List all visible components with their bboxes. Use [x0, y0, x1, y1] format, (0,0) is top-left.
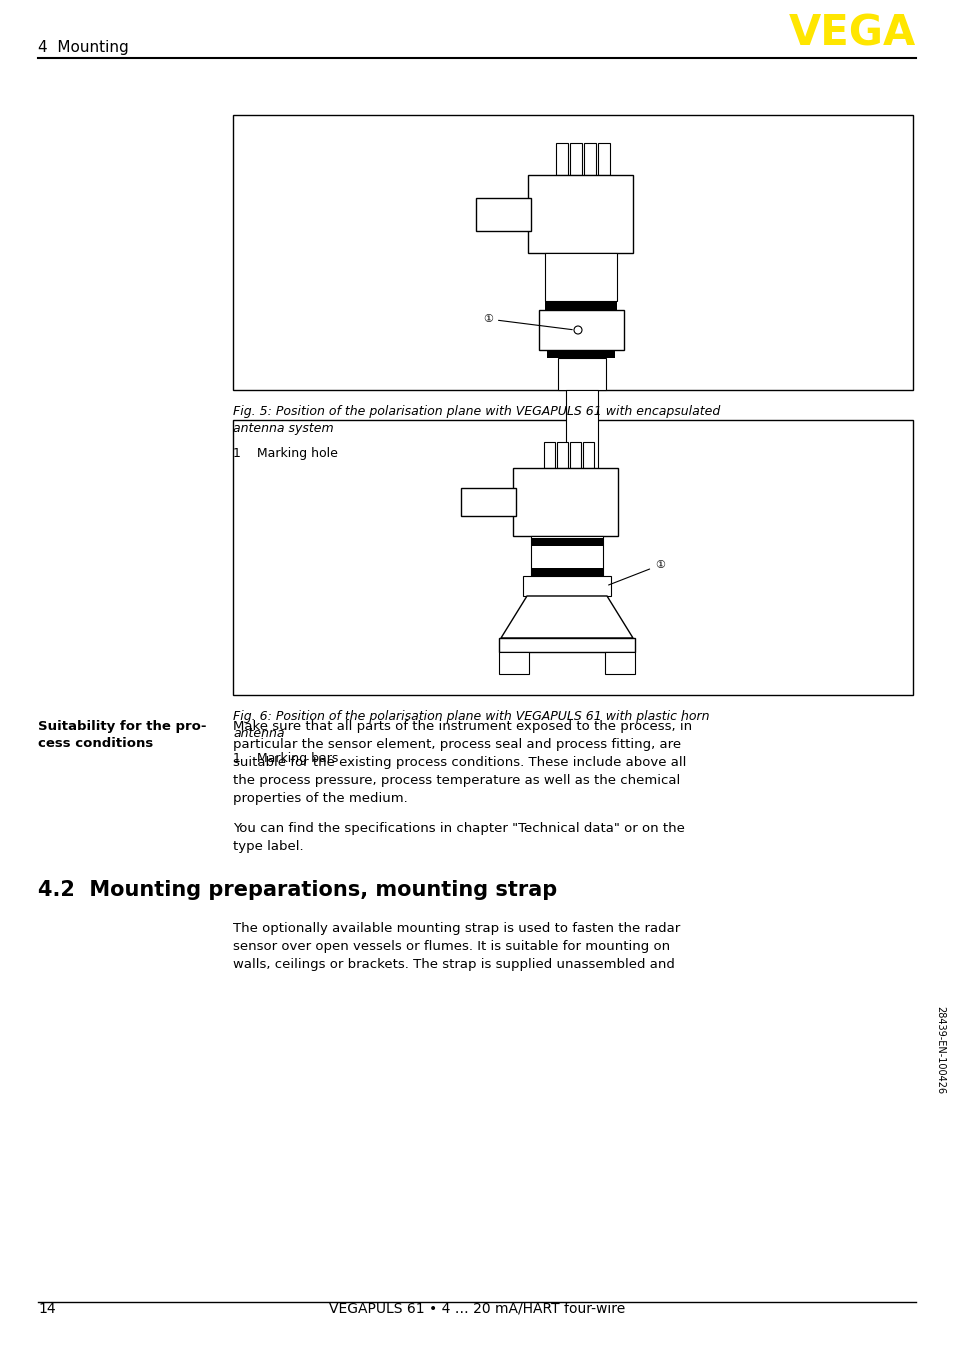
Bar: [565, 390, 598, 490]
Bar: [543, 441, 555, 468]
Circle shape: [574, 326, 581, 334]
Bar: [476, 198, 531, 232]
Text: You can find the specifications in chapter "Technical data" or on the
type label: You can find the specifications in chapt…: [233, 822, 684, 853]
Bar: [498, 653, 529, 674]
Bar: [522, 575, 610, 596]
Text: 1    Marking bars: 1 Marking bars: [233, 751, 338, 765]
Text: Fig. 5: Position of the polarisation plane with VEGAPULS 61 with encapsulated
an: Fig. 5: Position of the polarisation pla…: [233, 405, 720, 435]
Text: Make sure that all parts of the instrument exposed to the process, in
particular: Make sure that all parts of the instrume…: [233, 720, 691, 806]
Bar: [569, 441, 580, 468]
Text: ①: ①: [608, 561, 664, 585]
Text: 1    Marking hole: 1 Marking hole: [233, 447, 337, 460]
Bar: [527, 175, 633, 253]
Bar: [598, 144, 609, 175]
Bar: [531, 536, 602, 575]
Bar: [582, 441, 594, 468]
Bar: [498, 638, 635, 653]
Bar: [583, 144, 596, 175]
Text: VEGAPULS 61 • 4 … 20 mA/HART four-wire: VEGAPULS 61 • 4 … 20 mA/HART four-wire: [329, 1303, 624, 1316]
Text: VEGA: VEGA: [788, 14, 915, 56]
Text: 4  Mounting: 4 Mounting: [38, 41, 129, 56]
Bar: [546, 349, 615, 357]
Text: Suitability for the pro-: Suitability for the pro-: [38, 720, 206, 733]
Bar: [544, 253, 617, 301]
Bar: [556, 144, 567, 175]
Bar: [569, 144, 581, 175]
Bar: [233, 420, 912, 695]
Bar: [558, 357, 605, 390]
Bar: [233, 115, 912, 390]
Bar: [538, 310, 623, 349]
Text: cess conditions: cess conditions: [38, 737, 153, 750]
Text: Fig. 6: Position of the polarisation plane with VEGAPULS 61 with plastic horn
an: Fig. 6: Position of the polarisation pla…: [233, 709, 709, 741]
Text: 14: 14: [38, 1303, 55, 1316]
Text: 28439-EN-100426: 28439-EN-100426: [934, 1006, 944, 1094]
Bar: [544, 301, 617, 310]
Bar: [531, 538, 602, 546]
Bar: [557, 441, 567, 468]
Polygon shape: [565, 490, 598, 523]
Bar: [604, 653, 635, 674]
Bar: [513, 468, 618, 536]
Bar: [460, 487, 516, 516]
Polygon shape: [500, 596, 633, 638]
Text: The optionally available mounting strap is used to fasten the radar
sensor over : The optionally available mounting strap …: [233, 922, 679, 971]
Text: 4.2  Mounting preparations, mounting strap: 4.2 Mounting preparations, mounting stra…: [38, 880, 557, 900]
Bar: [531, 567, 602, 575]
Text: ①: ①: [482, 314, 572, 329]
